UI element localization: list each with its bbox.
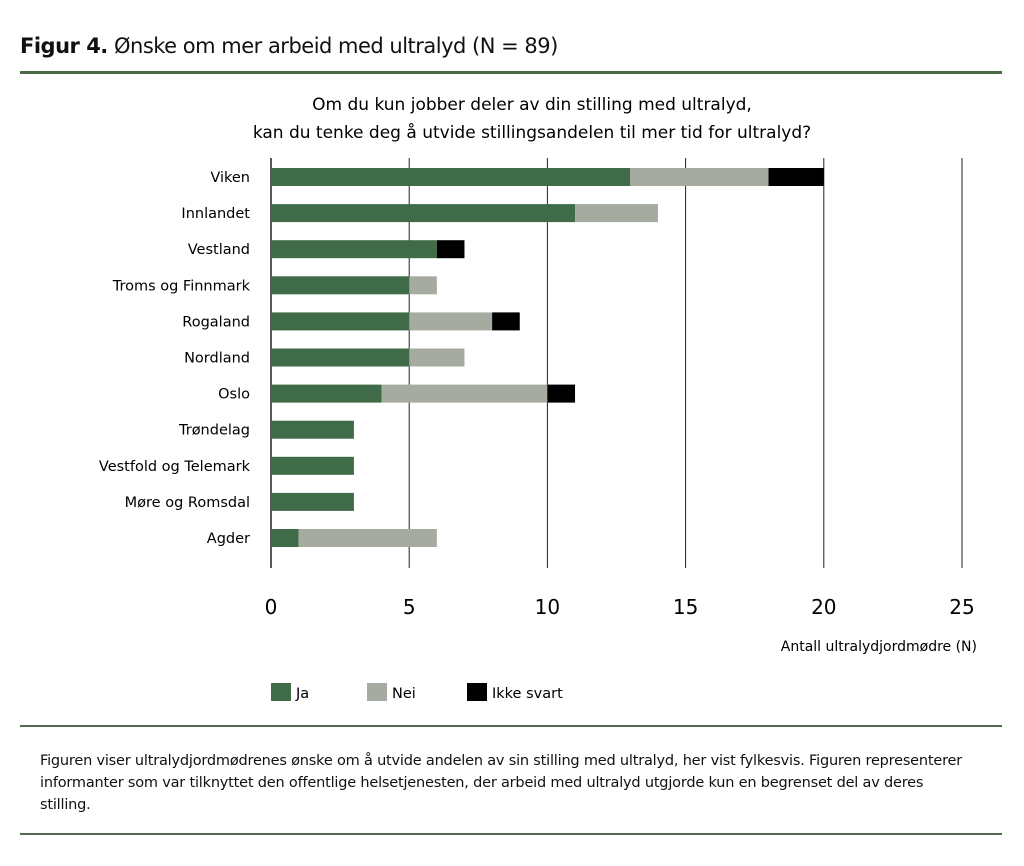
bar-nei: [409, 348, 465, 367]
figure-label: Figur 4.: [20, 34, 108, 58]
chart-title-line-2: kan du tenke deg å utvide stillingsandel…: [253, 122, 811, 143]
legend-label: Ikke svart: [492, 686, 563, 702]
x-tick-label: 15: [673, 595, 698, 619]
legend-swatch: [467, 683, 487, 701]
bar-ja: [271, 348, 410, 367]
category-label: Innlandet: [181, 206, 250, 222]
bar-nei: [409, 276, 437, 295]
bar-ja: [271, 240, 437, 259]
chart-title-line-1: Om du kun jobber deler av din stilling m…: [312, 95, 752, 115]
bar-ja: [271, 276, 410, 295]
x-tick-label: 0: [265, 595, 278, 619]
x-axis-label: Antall ultralydjordmødre (N): [781, 639, 977, 655]
bar-ikke-svart: [547, 384, 576, 403]
category-label: Oslo: [218, 387, 250, 403]
bar-ja: [271, 384, 382, 403]
bar-nei: [630, 168, 769, 186]
category-label: Agder: [207, 531, 250, 547]
caption-rule-bottom: [20, 833, 1002, 835]
bar-nei: [409, 312, 493, 331]
category-label: Viken: [210, 170, 250, 186]
caption-rule-top: [20, 725, 1002, 727]
bar-ja: [271, 456, 354, 475]
legend-label: Ja: [295, 686, 309, 702]
bar-ikke-svart: [436, 240, 465, 259]
legend-label: Nei: [392, 686, 416, 702]
category-label: Nordland: [184, 351, 250, 367]
x-tick-label: 20: [811, 595, 836, 619]
bar-ja: [271, 312, 410, 331]
bar-ja: [271, 492, 354, 511]
figure-title: Figur 4. Ønske om mer arbeid med ultraly…: [20, 34, 558, 58]
x-tick-label: 10: [535, 595, 560, 619]
category-label: Møre og Romsdal: [125, 495, 250, 511]
legend-swatch: [271, 683, 291, 701]
figure-caption: Figuren viser ultralydjordmødrenes ønske…: [40, 753, 963, 813]
category-label: Vestfold og Telemark: [99, 459, 251, 475]
x-tick-label: 5: [403, 595, 416, 619]
bar-nei: [381, 384, 548, 403]
category-label: Troms og Finnmark: [112, 278, 251, 294]
bar-nei: [575, 204, 658, 223]
category-label: Vestland: [188, 242, 250, 258]
category-label: Trøndelag: [178, 423, 250, 439]
bar-nei: [298, 529, 437, 547]
legend-swatch: [367, 683, 387, 701]
bar-ikke-svart: [768, 168, 824, 186]
bar-ja: [271, 529, 299, 547]
title-rule: [20, 71, 1002, 74]
figure-title-text: Ønske om mer arbeid med ultralyd (N = 89…: [113, 34, 558, 58]
category-label: Rogaland: [182, 314, 250, 330]
bar-ja: [271, 168, 631, 186]
bar-ikke-svart: [492, 312, 520, 331]
bar-ja: [271, 420, 354, 439]
x-tick-label: 25: [949, 595, 974, 619]
bar-ja: [271, 204, 576, 223]
